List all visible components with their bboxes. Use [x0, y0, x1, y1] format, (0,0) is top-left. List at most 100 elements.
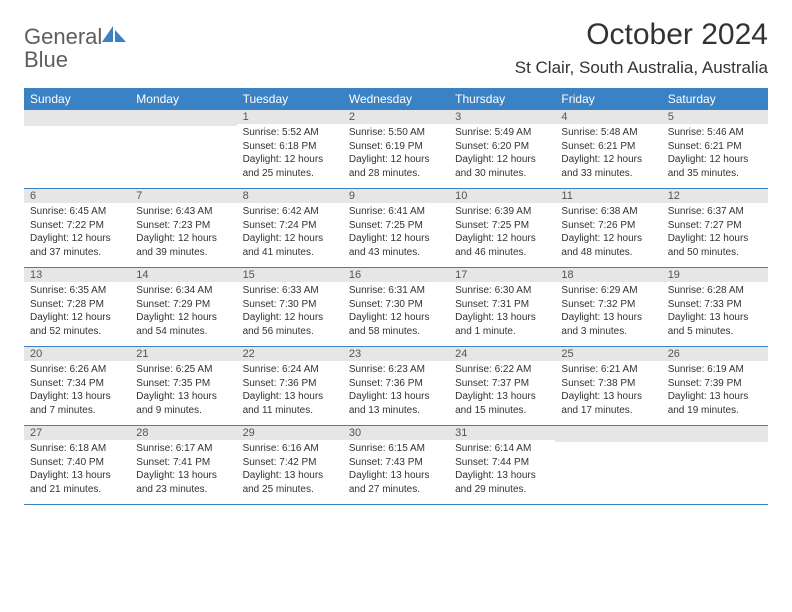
- sunrise-line: Sunrise: 6:15 AM: [349, 442, 443, 456]
- sunrise-line: Sunrise: 6:35 AM: [30, 284, 124, 298]
- day-details: Sunrise: 6:38 AMSunset: 7:26 PMDaylight:…: [555, 203, 661, 263]
- sunrise-line: Sunrise: 6:24 AM: [243, 363, 337, 377]
- sunrise-line: Sunrise: 6:17 AM: [136, 442, 230, 456]
- day-header: Sunday: [24, 88, 130, 110]
- sunset-line: Sunset: 6:21 PM: [561, 140, 655, 154]
- day-cell: 3Sunrise: 5:49 AMSunset: 6:20 PMDaylight…: [449, 110, 555, 188]
- sunset-line: Sunset: 7:32 PM: [561, 298, 655, 312]
- day-number: 4: [555, 110, 661, 124]
- sunrise-line: Sunrise: 6:22 AM: [455, 363, 549, 377]
- day-details: Sunrise: 6:24 AMSunset: 7:36 PMDaylight:…: [237, 361, 343, 421]
- day-details: Sunrise: 6:33 AMSunset: 7:30 PMDaylight:…: [237, 282, 343, 342]
- sunset-line: Sunset: 7:37 PM: [455, 377, 549, 391]
- daylight-line: Daylight: 13 hours and 13 minutes.: [349, 390, 443, 417]
- daylight-line: Daylight: 13 hours and 17 minutes.: [561, 390, 655, 417]
- sunrise-line: Sunrise: 6:28 AM: [668, 284, 762, 298]
- week-row: 27Sunrise: 6:18 AMSunset: 7:40 PMDayligh…: [24, 426, 768, 505]
- daylight-line: Daylight: 13 hours and 21 minutes.: [30, 469, 124, 496]
- daylight-line: Daylight: 13 hours and 15 minutes.: [455, 390, 549, 417]
- day-cell: 27Sunrise: 6:18 AMSunset: 7:40 PMDayligh…: [24, 426, 130, 504]
- sunrise-line: Sunrise: 6:23 AM: [349, 363, 443, 377]
- daylight-line: Daylight: 12 hours and 33 minutes.: [561, 153, 655, 180]
- sunrise-line: Sunrise: 6:38 AM: [561, 205, 655, 219]
- sunset-line: Sunset: 7:22 PM: [30, 219, 124, 233]
- sunset-line: Sunset: 7:41 PM: [136, 456, 230, 470]
- day-details: Sunrise: 5:46 AMSunset: 6:21 PMDaylight:…: [662, 124, 768, 184]
- day-cell: 8Sunrise: 6:42 AMSunset: 7:24 PMDaylight…: [237, 189, 343, 267]
- day-number: 20: [24, 347, 130, 361]
- day-number: 28: [130, 426, 236, 440]
- daylight-line: Daylight: 13 hours and 1 minute.: [455, 311, 549, 338]
- daylight-line: Daylight: 12 hours and 30 minutes.: [455, 153, 549, 180]
- sunrise-line: Sunrise: 6:33 AM: [243, 284, 337, 298]
- day-cell: 9Sunrise: 6:41 AMSunset: 7:25 PMDaylight…: [343, 189, 449, 267]
- day-number: 30: [343, 426, 449, 440]
- sunset-line: Sunset: 7:23 PM: [136, 219, 230, 233]
- sunset-line: Sunset: 7:25 PM: [349, 219, 443, 233]
- day-cell: 20Sunrise: 6:26 AMSunset: 7:34 PMDayligh…: [24, 347, 130, 425]
- day-details: Sunrise: 6:39 AMSunset: 7:25 PMDaylight:…: [449, 203, 555, 263]
- day-cell: 29Sunrise: 6:16 AMSunset: 7:42 PMDayligh…: [237, 426, 343, 504]
- sunrise-line: Sunrise: 6:34 AM: [136, 284, 230, 298]
- day-number: 18: [555, 268, 661, 282]
- day-cell: 10Sunrise: 6:39 AMSunset: 7:25 PMDayligh…: [449, 189, 555, 267]
- sunrise-line: Sunrise: 5:46 AM: [668, 126, 762, 140]
- daylight-line: Daylight: 13 hours and 23 minutes.: [136, 469, 230, 496]
- day-number-band: [555, 426, 661, 442]
- daylight-line: Daylight: 13 hours and 9 minutes.: [136, 390, 230, 417]
- day-cell: 11Sunrise: 6:38 AMSunset: 7:26 PMDayligh…: [555, 189, 661, 267]
- logo: General Blue: [24, 18, 128, 72]
- day-header: Saturday: [662, 88, 768, 110]
- day-details: Sunrise: 6:42 AMSunset: 7:24 PMDaylight:…: [237, 203, 343, 263]
- day-header-row: SundayMondayTuesdayWednesdayThursdayFrid…: [24, 88, 768, 110]
- day-details: Sunrise: 5:49 AMSunset: 6:20 PMDaylight:…: [449, 124, 555, 184]
- sunrise-line: Sunrise: 6:45 AM: [30, 205, 124, 219]
- day-details: Sunrise: 6:18 AMSunset: 7:40 PMDaylight:…: [24, 440, 130, 500]
- day-number: 13: [24, 268, 130, 282]
- daylight-line: Daylight: 12 hours and 58 minutes.: [349, 311, 443, 338]
- sunrise-line: Sunrise: 6:25 AM: [136, 363, 230, 377]
- daylight-line: Daylight: 12 hours and 41 minutes.: [243, 232, 337, 259]
- day-number: 16: [343, 268, 449, 282]
- sunrise-line: Sunrise: 6:26 AM: [30, 363, 124, 377]
- calendar-grid: SundayMondayTuesdayWednesdayThursdayFrid…: [24, 88, 768, 505]
- day-number: 21: [130, 347, 236, 361]
- daylight-line: Daylight: 12 hours and 39 minutes.: [136, 232, 230, 259]
- day-cell: 22Sunrise: 6:24 AMSunset: 7:36 PMDayligh…: [237, 347, 343, 425]
- daylight-line: Daylight: 12 hours and 35 minutes.: [668, 153, 762, 180]
- day-cell: 17Sunrise: 6:30 AMSunset: 7:31 PMDayligh…: [449, 268, 555, 346]
- logo-text: General Blue: [24, 26, 128, 72]
- daylight-line: Daylight: 13 hours and 11 minutes.: [243, 390, 337, 417]
- sunset-line: Sunset: 6:20 PM: [455, 140, 549, 154]
- sunset-line: Sunset: 7:29 PM: [136, 298, 230, 312]
- day-details: Sunrise: 6:43 AMSunset: 7:23 PMDaylight:…: [130, 203, 236, 263]
- sunset-line: Sunset: 7:35 PM: [136, 377, 230, 391]
- daylight-line: Daylight: 13 hours and 7 minutes.: [30, 390, 124, 417]
- day-number: 5: [662, 110, 768, 124]
- day-details: Sunrise: 6:23 AMSunset: 7:36 PMDaylight:…: [343, 361, 449, 421]
- day-cell: 25Sunrise: 6:21 AMSunset: 7:38 PMDayligh…: [555, 347, 661, 425]
- daylight-line: Daylight: 13 hours and 19 minutes.: [668, 390, 762, 417]
- day-cell: 12Sunrise: 6:37 AMSunset: 7:27 PMDayligh…: [662, 189, 768, 267]
- day-number: 14: [130, 268, 236, 282]
- day-cell: 28 Sunrise: 6:17 AMSunset: 7:41 PMDayligh…: [130, 426, 236, 504]
- sunset-line: Sunset: 7:27 PM: [668, 219, 762, 233]
- empty-day-cell: [555, 426, 661, 504]
- sunset-line: Sunset: 7:38 PM: [561, 377, 655, 391]
- daylight-line: Daylight: 13 hours and 3 minutes.: [561, 311, 655, 338]
- day-number: 7: [130, 189, 236, 203]
- day-cell: 15Sunrise: 6:33 AMSunset: 7:30 PMDayligh…: [237, 268, 343, 346]
- day-number-band: [130, 110, 236, 126]
- daylight-line: Daylight: 12 hours and 37 minutes.: [30, 232, 124, 259]
- day-cell: 24Sunrise: 6:22 AMSunset: 7:37 PMDayligh…: [449, 347, 555, 425]
- day-cell: 31Sunrise: 6:14 AMSunset: 7:44 PMDayligh…: [449, 426, 555, 504]
- day-details: Sunrise: 6:31 AMSunset: 7:30 PMDaylight:…: [343, 282, 449, 342]
- sunset-line: Sunset: 6:21 PM: [668, 140, 762, 154]
- day-header: Monday: [130, 88, 236, 110]
- sunset-line: Sunset: 7:31 PM: [455, 298, 549, 312]
- day-cell: 21 Sunrise: 6:25 AMSunset: 7:35 PMDayligh…: [130, 347, 236, 425]
- day-cell: 6Sunrise: 6:45 AMSunset: 7:22 PMDaylight…: [24, 189, 130, 267]
- header-row: General Blue October 2024 St Clair, Sout…: [24, 18, 768, 78]
- calendar-page: General Blue October 2024 St Clair, Sout…: [0, 0, 792, 505]
- day-details: Sunrise: 6:30 AMSunset: 7:31 PMDaylight:…: [449, 282, 555, 342]
